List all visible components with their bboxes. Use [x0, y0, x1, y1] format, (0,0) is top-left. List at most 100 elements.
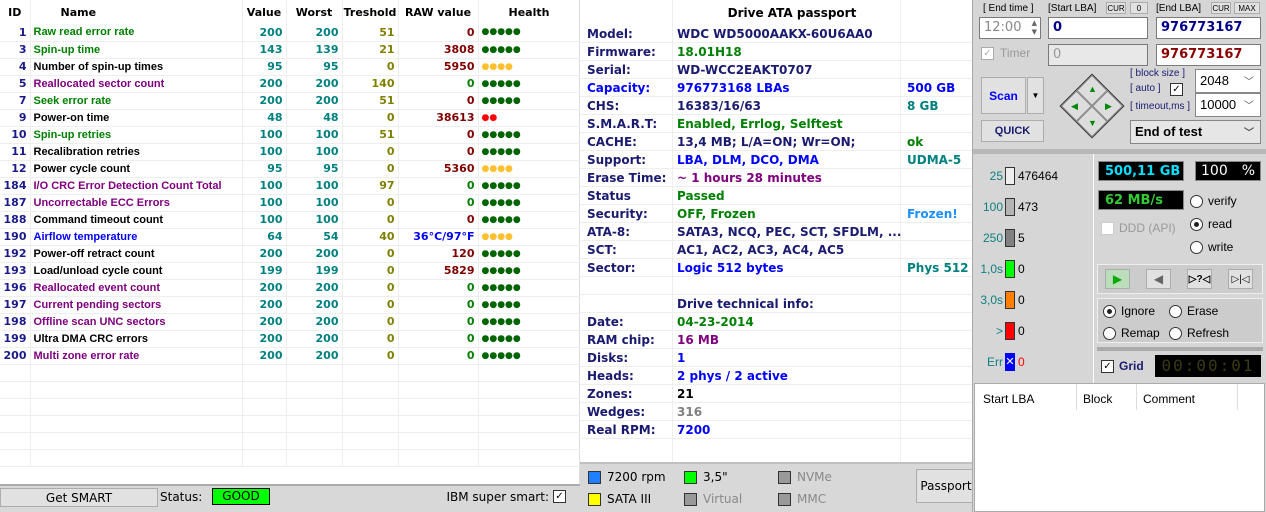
- smart-row[interactable]: 9 Power-on time 48 48 0 38613 ●●: [0, 109, 581, 127]
- quick-button[interactable]: QUICK: [981, 120, 1044, 142]
- smart-id: 193: [0, 262, 31, 280]
- status-badge: GOOD: [212, 488, 270, 505]
- passport-label: Support:: [587, 153, 647, 167]
- column-header-raw-value[interactable]: RAW value: [398, 0, 479, 24]
- legend-swatch: [684, 492, 697, 506]
- mode-radio-read[interactable]: read: [1190, 217, 1232, 231]
- smart-value: 200: [242, 313, 287, 331]
- passport-title: Drive ATA passport: [727, 6, 857, 20]
- smart-row[interactable]: 190 Airflow temperature 64 54 40 36°C/97°F ●●●…: [0, 228, 581, 246]
- smart-row[interactable]: 5 Reallocated sector count 200 200 140 0 ●●●●●: [0, 75, 581, 93]
- passport-row: Security: OFF, Frozen Frozen!: [580, 205, 972, 223]
- smart-row[interactable]: 192 Power-off retract count 200 200 0 120 ●●●●…: [0, 245, 581, 263]
- smart-id: 188: [0, 211, 31, 229]
- auto-checkbox[interactable]: ✓: [1170, 83, 1183, 96]
- passport-label: Serial:: [587, 63, 631, 77]
- smart-row[interactable]: 199 Ultra DMA CRC errors 200 200 0 0 ●●●●●: [0, 330, 581, 348]
- smart-value: 200: [242, 24, 287, 42]
- health-indicator: ●●●●●: [478, 245, 581, 263]
- get-smart-button[interactable]: Get SMART: [0, 488, 158, 507]
- block-color-icon: [1005, 198, 1015, 216]
- health-indicator: ●●●●●: [478, 279, 581, 297]
- smart-id: 200: [0, 347, 31, 365]
- smart-value: 200: [242, 347, 287, 365]
- action-radio-refresh[interactable]: Refresh: [1169, 326, 1229, 340]
- random-seek-button[interactable]: ▷?◁: [1187, 269, 1212, 289]
- mode-radio-write[interactable]: write: [1190, 240, 1233, 254]
- column-header-name[interactable]: Name: [30, 0, 243, 24]
- smart-value: 100: [242, 177, 287, 195]
- mode-radio-verify[interactable]: verify: [1190, 194, 1237, 208]
- block-size-select[interactable]: 2048 ﹀: [1195, 69, 1261, 93]
- timer-input[interactable]: 0: [1048, 44, 1148, 66]
- smart-value: 200: [242, 245, 287, 263]
- health-indicator: ●●●●: [478, 228, 581, 246]
- play-backward-button[interactable]: ◀: [1146, 269, 1171, 289]
- action-radio-remap[interactable]: Remap: [1103, 326, 1160, 340]
- smart-threshold: 51: [342, 24, 399, 42]
- smart-row[interactable]: 200 Multi zone error rate 200 200 0 0 ●●●●●: [0, 347, 581, 365]
- smart-row[interactable]: 198 Offline scan UNC sectors 200 200 0 0 ●●●●●: [0, 313, 581, 331]
- smart-row[interactable]: 7 Seek error rate 200 200 51 0 ●●●●●: [0, 92, 581, 110]
- direction-pad[interactable]: ▲ ◀ ▶ ▼: [1059, 73, 1125, 139]
- smart-row[interactable]: 11 Recalibration retries 100 100 0 0 ●●●●●: [0, 143, 581, 161]
- grid-checkbox[interactable]: ✓ Grid: [1101, 359, 1144, 373]
- health-indicator: ●●●●●: [478, 24, 581, 42]
- end-max-button[interactable]: MAX: [1234, 2, 1260, 14]
- smart-row[interactable]: 193 Load/unload cycle count 199 199 0 5829 ●●●…: [0, 262, 581, 280]
- smart-row[interactable]: 196 Reallocated event count 200 200 0 0 ●●●●●: [0, 279, 581, 297]
- block-timing-row: 3,0s 0: [980, 291, 1025, 309]
- end-lba-input[interactable]: 976773167: [1156, 17, 1261, 39]
- action-radio-ignore[interactable]: Ignore: [1103, 304, 1155, 318]
- column-header-worst[interactable]: Worst: [286, 0, 343, 24]
- passport-row: SCT: AC1, AC2, AC3, AC4, AC5: [580, 241, 972, 259]
- timer-checkbox[interactable]: ✓ Timer: [981, 46, 1030, 60]
- passport-value: Drive technical info:: [677, 297, 814, 311]
- smart-row[interactable]: 3 Spin-up time 143 139 21 3808 ●●●●●: [0, 41, 581, 59]
- smart-threshold: 51: [342, 126, 399, 144]
- smart-name: Recalibration retries: [30, 143, 243, 161]
- ibm-super-smart-checkbox[interactable]: ✓: [553, 490, 566, 503]
- smart-id: 4: [0, 58, 31, 76]
- smart-row[interactable]: 187 Uncorrectable ECC Errors 100 100 0 0 ●●●●●: [0, 194, 581, 212]
- timeout-select[interactable]: 10000 ﹀: [1195, 93, 1261, 117]
- scan-dropdown-button[interactable]: ▼: [1027, 77, 1044, 114]
- smart-row[interactable]: 12 Power cycle count 95 95 0 5360 ●●●●: [0, 160, 581, 178]
- column-header-id[interactable]: ID: [0, 0, 31, 24]
- end-action-select[interactable]: End of test ﹀: [1130, 120, 1261, 144]
- start-lba-input[interactable]: 0: [1048, 17, 1148, 39]
- start-cur-button[interactable]: CUR: [1106, 2, 1126, 14]
- passport-value: WDC WD5000AAKX-60U6AA0: [677, 27, 873, 41]
- ibm-super-smart-label: IBM super smart:: [446, 490, 549, 504]
- scan-log-list[interactable]: Start LBA Block Comment: [974, 383, 1265, 512]
- smart-worst: 200: [286, 330, 343, 348]
- passport-row: [580, 277, 972, 295]
- smart-row[interactable]: 4 Number of spin-up times 95 95 0 5950 ●●●●: [0, 58, 581, 76]
- end-cur-button[interactable]: CUR: [1211, 2, 1231, 14]
- end-lba-current: 976773167: [1156, 44, 1261, 66]
- smart-row[interactable]: 197 Current pending sectors 200 200 0 0 ●●●●●: [0, 296, 581, 314]
- smart-status-bar: Get SMART Status: GOOD IBM super smart: …: [0, 484, 580, 512]
- block-timing-row: >0: [995, 322, 1025, 340]
- smart-row[interactable]: 188 Command timeout count 100 100 0 0 ●●●●●: [0, 211, 581, 229]
- end-time-input[interactable]: 12:00 ▲ ▼: [979, 17, 1041, 39]
- passport-label: Erase Time:: [587, 171, 667, 185]
- play-forward-button[interactable]: ▶: [1105, 269, 1130, 289]
- butterfly-button[interactable]: ▷|◁: [1228, 269, 1253, 289]
- column-header-value[interactable]: Value: [242, 0, 287, 24]
- smart-value: 64: [242, 228, 287, 246]
- smart-row[interactable]: 184 I/O CRC Error Detection Count Total 10…: [0, 177, 581, 195]
- smart-row[interactable]: 10 Spin-up retries 100 100 51 0 ●●●●●: [0, 126, 581, 144]
- ddd-api-checkbox[interactable]: DDD (API): [1101, 221, 1176, 235]
- health-indicator: ●●●●●: [478, 41, 581, 59]
- smart-id: 3: [0, 41, 31, 59]
- scan-button[interactable]: Scan: [981, 77, 1026, 114]
- percent-readout: 100%: [1195, 161, 1261, 181]
- smart-raw: 5950: [398, 58, 479, 76]
- column-header-health[interactable]: Health: [478, 0, 581, 24]
- smart-row[interactable]: 1 Raw read error rate 200 200 51 0 ●●●●●: [0, 24, 581, 42]
- passport-button[interactable]: Passport: [916, 469, 976, 503]
- column-header-treshold[interactable]: Treshold: [342, 0, 399, 24]
- action-radio-erase[interactable]: Erase: [1169, 304, 1218, 318]
- smart-threshold: 0: [342, 160, 399, 178]
